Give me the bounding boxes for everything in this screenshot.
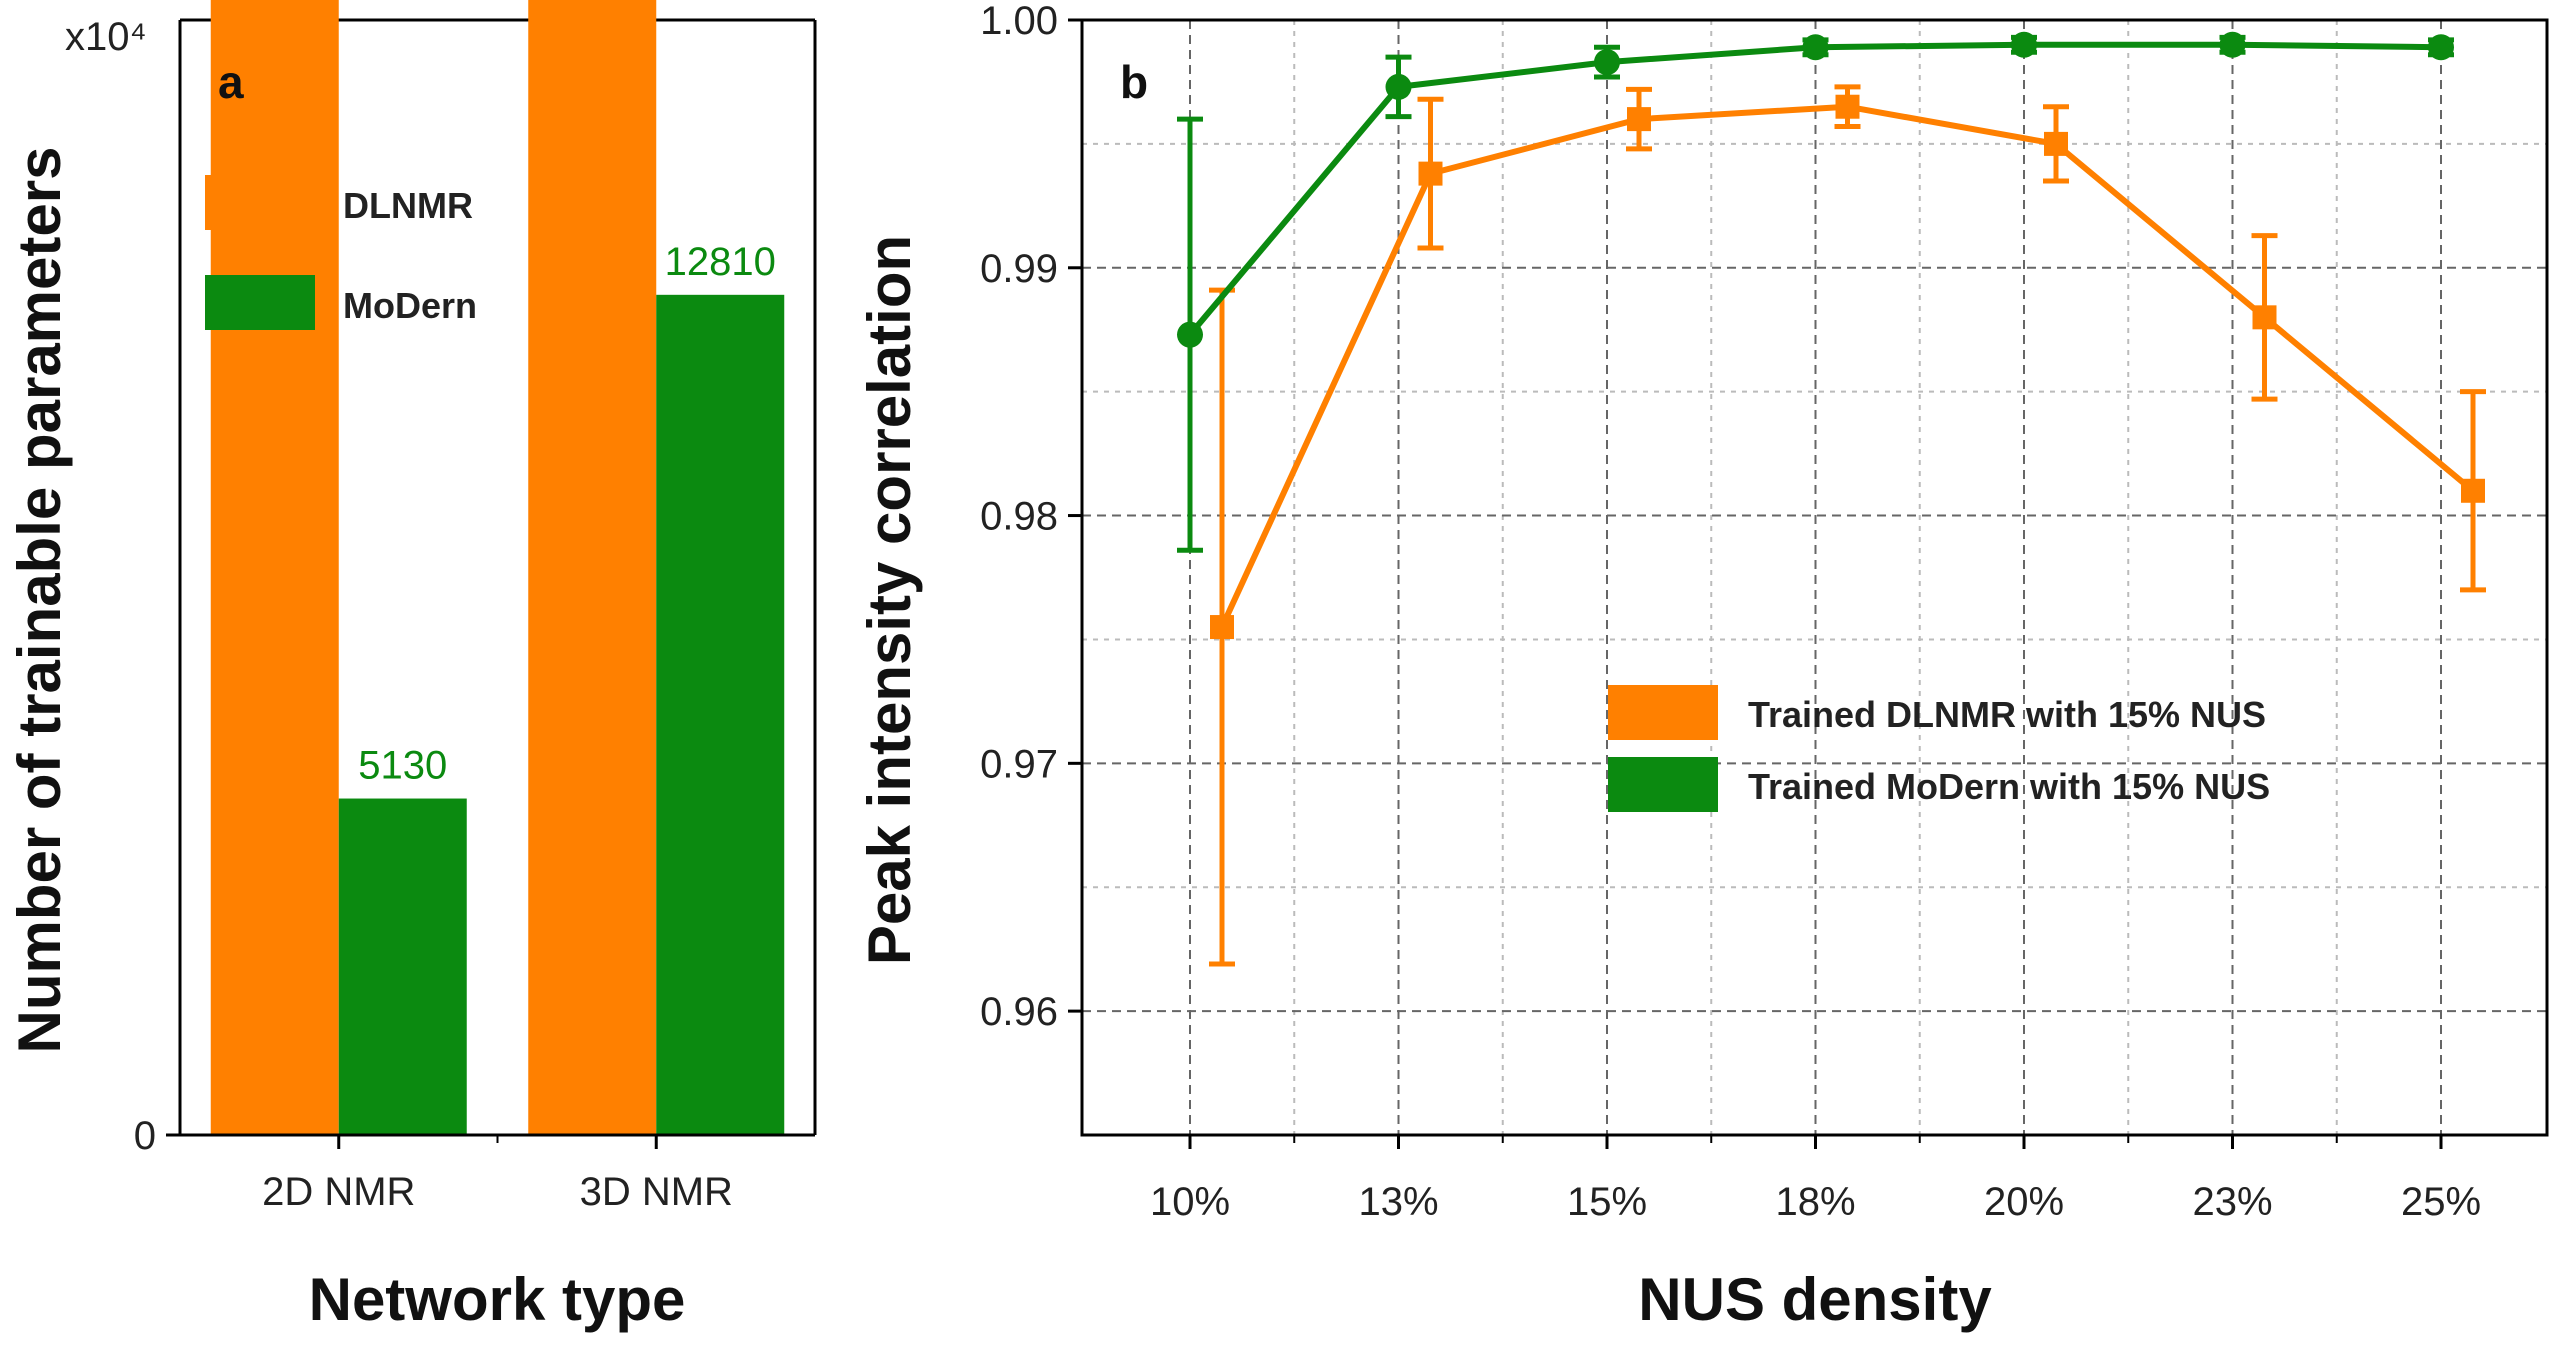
y-axis-multiplier: x10⁴ — [65, 15, 147, 59]
data-point-modern — [2428, 34, 2454, 61]
y-tick-label: 0.99 — [980, 247, 1058, 291]
x-tick-label: 15% — [1567, 1180, 1647, 1224]
y-tick-label: 0.97 — [980, 742, 1058, 786]
legend-label-modern: MoDern — [343, 285, 477, 326]
data-point-modern — [2219, 31, 2246, 58]
data-point-modern — [2011, 31, 2037, 58]
legend-label-modern: Trained MoDern with 15% NUS — [1748, 766, 2270, 807]
data-point-modern — [1802, 34, 1829, 61]
data-point-dlnmr — [1418, 161, 1443, 186]
bar-value-label: 5130 — [358, 744, 447, 788]
panel-b-label: b — [1120, 56, 1148, 108]
legend-label-dlnmr: Trained DLNMR with 15% NUS — [1748, 694, 2266, 735]
data-point-dlnmr — [2252, 305, 2277, 330]
x-tick-label: 25% — [2401, 1180, 2481, 1224]
bar-modern-2 — [656, 294, 785, 1135]
bar-value-label: 12810 — [665, 240, 776, 284]
data-point-dlnmr — [2461, 478, 2485, 503]
panel-a-y-axis-title: Number of trainable parameters — [6, 147, 73, 1054]
panel-a-legend: DLNMR MoDern — [205, 175, 477, 330]
series-dlnmr — [1209, 84, 2486, 967]
legend-swatch-dlnmr — [1608, 685, 1718, 740]
legend-swatch-dlnmr — [205, 175, 315, 230]
bar-modern-1 — [338, 798, 467, 1135]
data-point-dlnmr — [1627, 107, 1651, 132]
x-tick-label: 3D NMR — [580, 1170, 733, 1214]
series-modern — [1177, 31, 2454, 553]
y-tick-label: 0.96 — [980, 990, 1058, 1034]
data-point-dlnmr — [1835, 94, 1860, 119]
panel-a-label: a — [218, 56, 244, 108]
panel-b-y-axis-title: Peak intensity correlation — [856, 235, 923, 965]
data-point-dlnmr — [1210, 615, 1234, 640]
panel-b-legend: Trained DLNMR with 15% NUS Trained MoDern… — [1608, 685, 2270, 812]
x-tick-label: 18% — [1775, 1180, 1855, 1224]
x-tick-label: 20% — [1984, 1180, 2064, 1224]
data-point-dlnmr — [2044, 131, 2068, 156]
data-point-modern — [1177, 321, 1203, 348]
panel-b-line-chart: 0.96 0.97 0.98 0.99 1.00 10% 13% 15% 18% 20% 23% 25… — [856, 0, 2549, 1333]
data-point-modern — [1594, 49, 1620, 76]
bar-dlnmr-2 — [528, 0, 657, 1135]
legend-swatch-modern — [1608, 757, 1718, 812]
y-tick-label: 1.00 — [980, 0, 1058, 43]
legend-swatch-modern — [205, 275, 315, 330]
y-tick-label: 0 — [134, 1114, 156, 1158]
x-tick-label: 23% — [2192, 1180, 2272, 1224]
data-point-modern — [1385, 73, 1412, 100]
legend-label-dlnmr: DLNMR — [343, 185, 473, 226]
x-tick-label: 13% — [1358, 1180, 1438, 1224]
panel-b-x-axis-title: NUS density — [1638, 1266, 1992, 1333]
y-tick-label: 0.98 — [980, 495, 1058, 539]
bar-dlnmr-1 — [210, 0, 339, 1135]
x-tick-label: 10% — [1150, 1180, 1230, 1224]
panel-a-x-axis-title: Network type — [309, 1266, 686, 1333]
x-tick-label: 2D NMR — [262, 1170, 415, 1214]
